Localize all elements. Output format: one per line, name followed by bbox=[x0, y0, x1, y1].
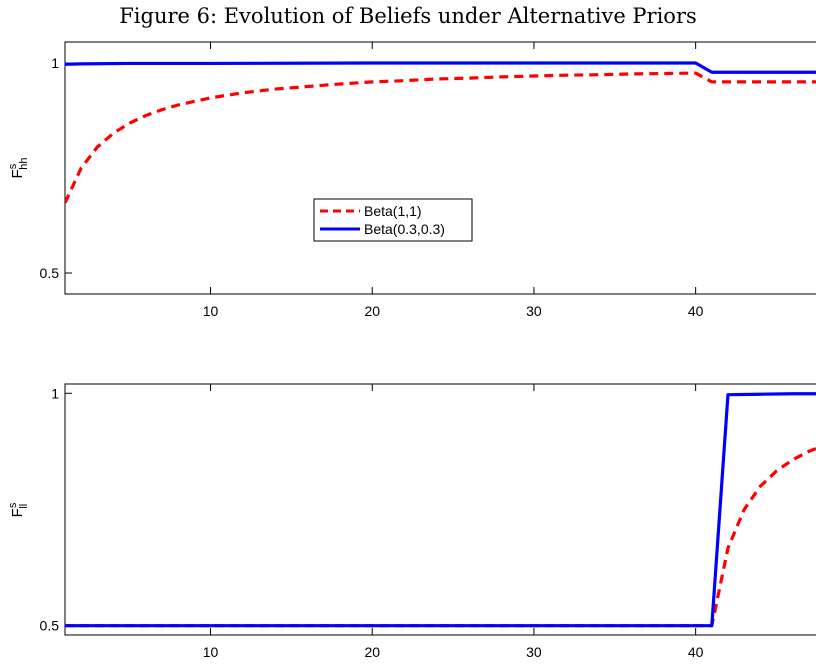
top-series-beta11 bbox=[65, 71, 816, 204]
bottom-xtick-label-20: 20 bbox=[364, 644, 380, 660]
bottom-axes-box bbox=[64, 383, 816, 636]
bottom-ylabel-sub: ll bbox=[18, 504, 30, 509]
top-ticks: 10 20 30 40 0.5 1 bbox=[40, 42, 704, 319]
top-series-layer bbox=[65, 61, 816, 204]
bottom-ytick-label-1: 1 bbox=[51, 385, 59, 401]
top-ytick-label-1: 1 bbox=[51, 55, 59, 71]
legend-box bbox=[313, 198, 473, 242]
bottom-series-beta11 bbox=[65, 446, 816, 628]
bottom-ylabel: Fsll bbox=[7, 502, 30, 517]
bottom-xtick-label-40: 40 bbox=[688, 644, 704, 660]
bottom-ytick-label-0: 0.5 bbox=[40, 618, 60, 634]
top-axes-box bbox=[64, 41, 816, 295]
top-ylabel: Fshh bbox=[7, 158, 30, 179]
legend: Beta(1,1) Beta(0.3,0.3) bbox=[313, 198, 473, 242]
bottom-xtick-label-10: 10 bbox=[203, 644, 219, 660]
top-ylabel-sub: hh bbox=[18, 158, 30, 170]
top-xtick-label-10: 10 bbox=[203, 303, 219, 319]
bottom-series-beta0303 bbox=[65, 392, 816, 628]
top-ylabel-sup: s bbox=[7, 163, 19, 169]
top-xtick-label-40: 40 bbox=[688, 303, 704, 319]
top-series-beta0303 bbox=[65, 61, 816, 74]
top-xtick-label-30: 30 bbox=[526, 303, 542, 319]
top-xtick-label-20: 20 bbox=[364, 303, 380, 319]
bottom-ylabel-sup: s bbox=[7, 502, 19, 508]
top-panel: 10 20 30 40 0.5 1 Fshh Beta(1,1) Beta(0.3,0.3… bbox=[7, 41, 816, 319]
legend-label-beta11: Beta(1,1) bbox=[364, 203, 422, 219]
bottom-series-layer bbox=[65, 392, 816, 628]
bottom-xtick-label-30: 30 bbox=[526, 644, 542, 660]
figure-title: Figure 6: Evolution of Beliefs under Alt… bbox=[119, 4, 697, 28]
legend-label-beta0303: Beta(0.3,0.3) bbox=[364, 221, 445, 237]
top-ylabel-main: F bbox=[9, 169, 26, 178]
top-ytick-label-0: 0.5 bbox=[40, 265, 60, 281]
bottom-panel: 10 20 30 40 0.5 1 Fsll bbox=[7, 383, 816, 660]
bottom-ticks: 10 20 30 40 0.5 1 bbox=[40, 384, 704, 660]
bottom-ylabel-main: F bbox=[9, 508, 26, 517]
